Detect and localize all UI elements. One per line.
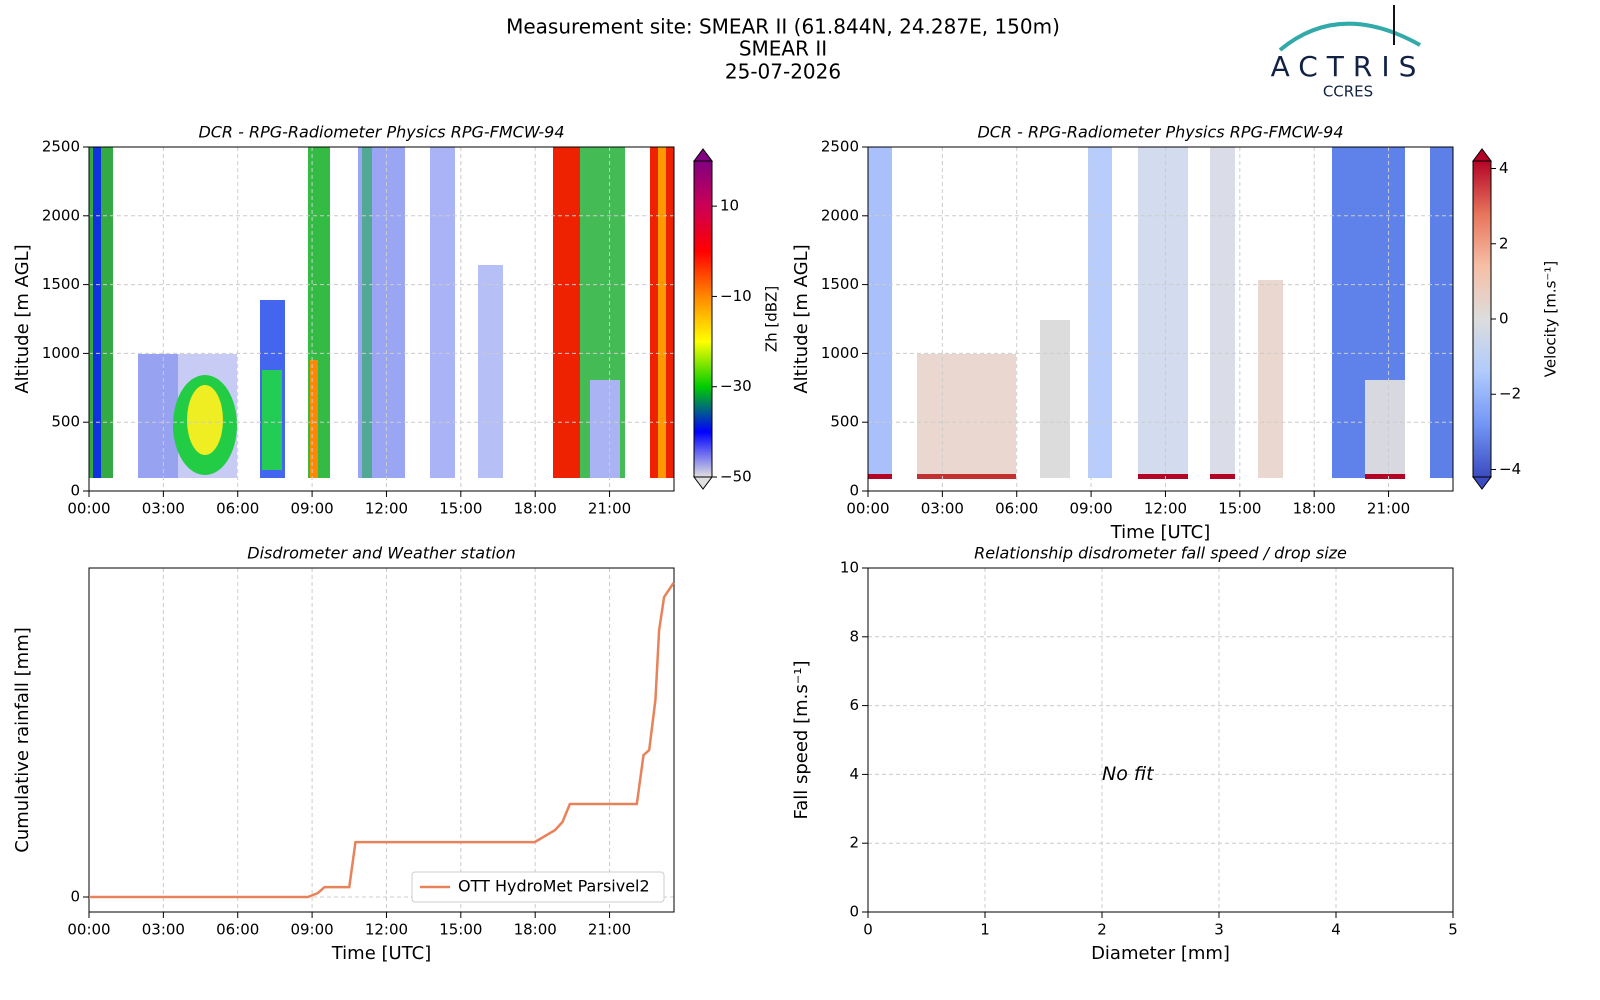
colorbar-arrow xyxy=(1472,476,1492,490)
colorbar-arrow xyxy=(1472,148,1492,162)
y-axis-label: Cumulative rainfall [mm] xyxy=(12,627,33,853)
x-tick-label: 00:00 xyxy=(67,921,110,939)
logo-text: ACTRIS xyxy=(1271,50,1426,83)
colorbar-tick-label: 2 xyxy=(1499,234,1509,252)
colorbar xyxy=(694,161,712,477)
x-tick-label: 03:00 xyxy=(921,500,964,518)
x-tick-label: 03:00 xyxy=(142,500,185,518)
y-axis-label: Altitude [m AGL] xyxy=(12,244,33,393)
y-tick-label: 1500 xyxy=(821,275,859,293)
site: SMEAR II xyxy=(739,37,827,61)
colorbar-tick-label: 10 xyxy=(720,197,739,215)
y-tick-label: 0 xyxy=(849,482,859,500)
x-axis-label: Time [UTC] xyxy=(1110,522,1211,543)
y-tick-label: 4 xyxy=(849,765,859,783)
x-axis-label: Time [UTC] xyxy=(331,943,432,964)
y-axis-label: Fall speed [m.s⁻¹] xyxy=(791,661,812,820)
colorbar-arrow xyxy=(693,476,713,490)
y-tick-label: 0 xyxy=(849,903,859,921)
y-tick-label: 0 xyxy=(70,888,80,906)
legend-label: OTT HydroMet Parsivel2 xyxy=(458,877,650,896)
rainfall-line xyxy=(89,582,675,899)
x-tick-label: 15:00 xyxy=(439,500,482,518)
colorbar-label: Zh [dBZ] xyxy=(763,286,781,352)
logo: ACTRIS CCRES xyxy=(1271,5,1426,101)
x-tick-label: 18:00 xyxy=(514,500,557,518)
panel-title: Disdrometer and Weather station xyxy=(247,544,515,563)
x-tick-label: 12:00 xyxy=(1144,500,1187,518)
x-tick-label: 2 xyxy=(1097,921,1107,939)
y-tick-label: 2000 xyxy=(42,206,80,224)
x-tick-label: 21:00 xyxy=(588,921,631,939)
logo-sub: CCRES xyxy=(1323,83,1373,101)
plot-frame xyxy=(88,567,675,913)
x-tick-label: 09:00 xyxy=(290,921,333,939)
colorbar xyxy=(1473,161,1491,477)
x-tick-label: 06:00 xyxy=(216,500,259,518)
y-tick-label: 10 xyxy=(840,559,859,577)
title: Measurement site: SMEAR II (61.844N, 24.… xyxy=(506,15,1060,39)
x-tick-label: 0 xyxy=(863,921,873,939)
panel-title: DCR - RPG-Radiometer Physics RPG-FMCW-94 xyxy=(977,123,1343,142)
y-tick-label: 2000 xyxy=(821,206,859,224)
plot-frame xyxy=(867,146,1454,492)
colorbar-tick-label: −10 xyxy=(720,287,752,305)
x-tick-label: 12:00 xyxy=(365,921,408,939)
x-tick-label: 06:00 xyxy=(216,921,259,939)
x-tick-label: 15:00 xyxy=(1218,500,1261,518)
x-tick-label: 18:00 xyxy=(514,921,557,939)
x-tick-label: 09:00 xyxy=(290,500,333,518)
x-tick-label: 00:00 xyxy=(67,500,110,518)
x-tick-label: 21:00 xyxy=(588,500,631,518)
y-tick-label: 500 xyxy=(51,413,80,431)
colorbar-arrow xyxy=(693,148,713,162)
x-tick-label: 5 xyxy=(1448,921,1458,939)
y-tick-label: 2 xyxy=(849,834,859,852)
x-tick-label: 21:00 xyxy=(1367,500,1410,518)
colorbar-tick-label: 4 xyxy=(1499,159,1509,177)
x-tick-label: 18:00 xyxy=(1293,500,1336,518)
y-tick-label: 0 xyxy=(70,482,80,500)
x-tick-label: 00:00 xyxy=(846,500,889,518)
y-tick-label: 1000 xyxy=(821,344,859,362)
x-tick-label: 15:00 xyxy=(439,921,482,939)
x-tick-label: 3 xyxy=(1214,921,1224,939)
colorbar-tick-label: 0 xyxy=(1499,310,1509,328)
plot-frame xyxy=(88,146,675,492)
x-tick-label: 1 xyxy=(980,921,990,939)
y-tick-label: 2500 xyxy=(42,138,80,156)
y-tick-label: 8 xyxy=(849,627,859,645)
y-tick-label: 1000 xyxy=(42,344,80,362)
date: 25-07-2026 xyxy=(725,60,841,84)
colorbar-frame xyxy=(693,160,713,478)
legend-box xyxy=(411,871,665,903)
colorbar-tick-label: −4 xyxy=(1499,460,1521,478)
y-axis-label: Altitude [m AGL] xyxy=(791,244,812,393)
annotation: No fit xyxy=(1102,763,1155,785)
x-tick-label: 06:00 xyxy=(995,500,1038,518)
colorbar-tick-label: −2 xyxy=(1499,385,1521,403)
y-tick-label: 2500 xyxy=(821,138,859,156)
y-tick-label: 1500 xyxy=(42,275,80,293)
y-tick-label: 500 xyxy=(830,413,859,431)
colorbar-tick-label: −50 xyxy=(720,468,752,486)
x-tick-label: 03:00 xyxy=(142,921,185,939)
colorbar-tick-label: −30 xyxy=(720,377,752,395)
y-tick-label: 6 xyxy=(849,696,859,714)
radar-image xyxy=(89,147,1453,479)
x-axis-label: Diameter [mm] xyxy=(1091,943,1230,964)
colorbar-label: Velocity [m.s⁻¹] xyxy=(1542,261,1560,377)
panel-title: Relationship disdrometer fall speed / dr… xyxy=(974,544,1347,563)
x-tick-label: 12:00 xyxy=(365,500,408,518)
plot-frame xyxy=(867,567,1454,913)
x-tick-label: 09:00 xyxy=(1069,500,1112,518)
panel-title: DCR - RPG-Radiometer Physics RPG-FMCW-94 xyxy=(198,123,564,142)
x-tick-label: 4 xyxy=(1331,921,1341,939)
